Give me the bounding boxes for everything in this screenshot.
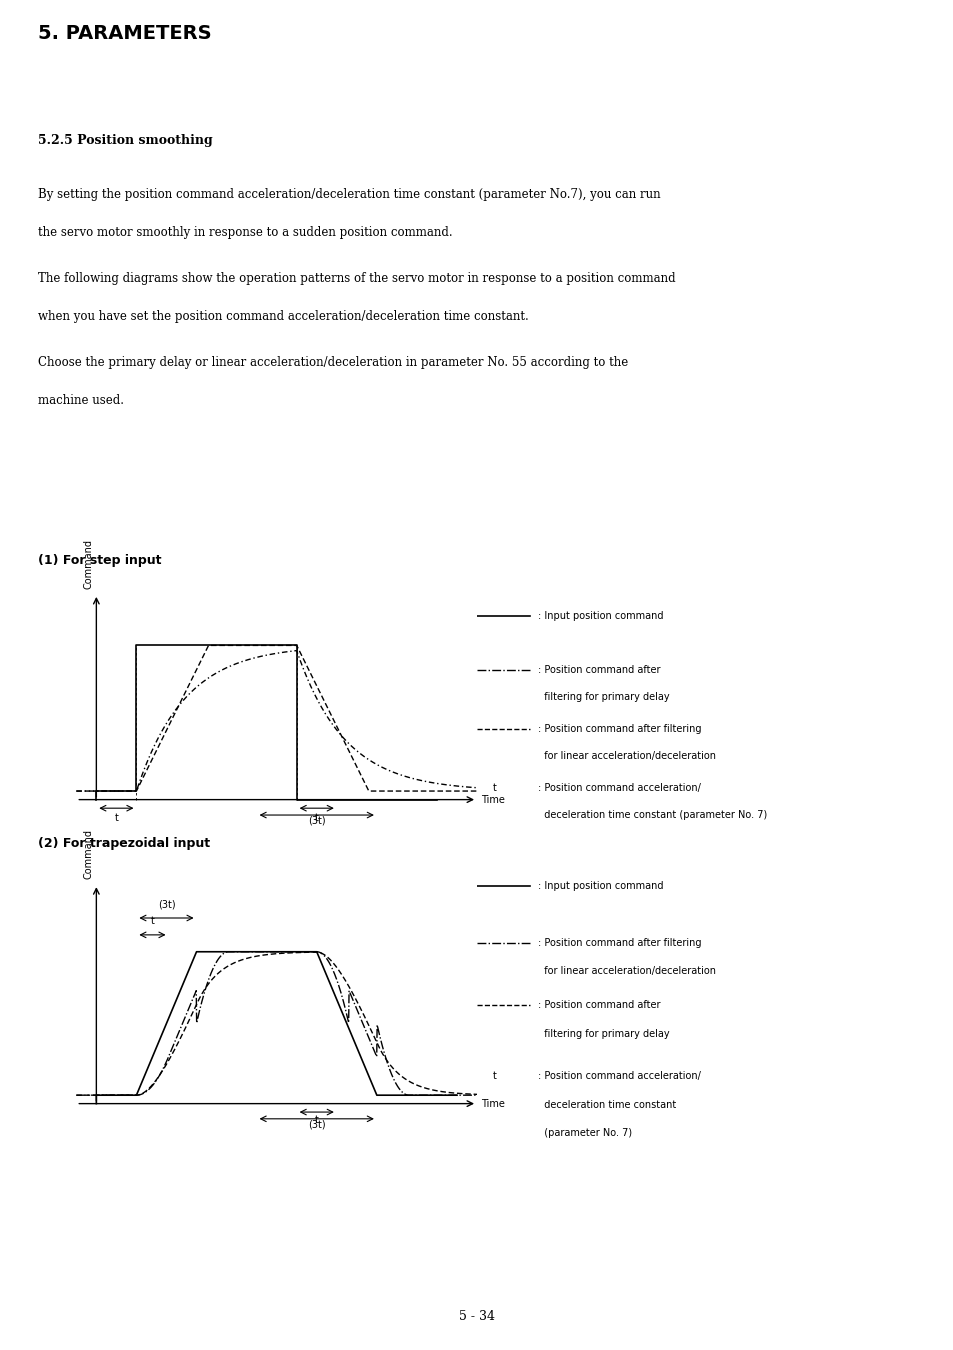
Text: Time: Time bbox=[480, 1099, 504, 1108]
Text: the servo motor smoothly in response to a sudden position command.: the servo motor smoothly in response to … bbox=[38, 227, 453, 239]
Text: 5.2.5 Position smoothing: 5.2.5 Position smoothing bbox=[38, 134, 213, 147]
Text: for linear acceleration/deceleration: for linear acceleration/deceleration bbox=[537, 751, 716, 761]
Text: t: t bbox=[114, 813, 118, 823]
Text: (3t): (3t) bbox=[308, 815, 325, 826]
Text: (1) For step input: (1) For step input bbox=[38, 554, 161, 567]
Text: when you have set the position command acceleration/deceleration time constant.: when you have set the position command a… bbox=[38, 310, 528, 323]
Text: : Position command after filtering: : Position command after filtering bbox=[537, 724, 701, 734]
Text: filtering for primary delay: filtering for primary delay bbox=[537, 691, 669, 702]
Text: Choose the primary delay or linear acceleration/deceleration in parameter No. 55: Choose the primary delay or linear accel… bbox=[38, 356, 628, 369]
Text: Command: Command bbox=[83, 539, 93, 589]
Text: 5. PARAMETERS: 5. PARAMETERS bbox=[38, 24, 212, 43]
Text: t: t bbox=[492, 783, 496, 794]
Text: : Position command acceleration/: : Position command acceleration/ bbox=[537, 1071, 700, 1081]
Text: The following diagrams show the operation patterns of the servo motor in respons: The following diagrams show the operatio… bbox=[38, 273, 675, 285]
Text: : Input position command: : Input position command bbox=[537, 610, 663, 621]
Text: : Position command after: : Position command after bbox=[537, 1000, 660, 1010]
Text: (2) For trapezoidal input: (2) For trapezoidal input bbox=[38, 837, 210, 850]
Text: t: t bbox=[492, 1071, 496, 1081]
Text: deceleration time constant: deceleration time constant bbox=[537, 1099, 676, 1110]
Text: : Position command after filtering: : Position command after filtering bbox=[537, 938, 701, 948]
Text: : Input position command: : Input position command bbox=[537, 882, 663, 891]
Text: (3t): (3t) bbox=[157, 899, 175, 910]
Text: t: t bbox=[314, 813, 318, 823]
Text: : Position command after: : Position command after bbox=[537, 664, 660, 675]
Text: for linear acceleration/deceleration: for linear acceleration/deceleration bbox=[537, 967, 716, 976]
Text: filtering for primary delay: filtering for primary delay bbox=[537, 1029, 669, 1038]
Text: Time: Time bbox=[480, 795, 504, 805]
Text: t: t bbox=[314, 1115, 318, 1126]
Text: (parameter No. 7): (parameter No. 7) bbox=[537, 1127, 632, 1138]
Text: Command: Command bbox=[83, 829, 93, 879]
Text: : Position command acceleration/: : Position command acceleration/ bbox=[537, 783, 700, 794]
Text: machine used.: machine used. bbox=[38, 394, 124, 406]
Text: deceleration time constant (parameter No. 7): deceleration time constant (parameter No… bbox=[537, 810, 767, 821]
Text: 5 - 34: 5 - 34 bbox=[458, 1310, 495, 1323]
Text: t: t bbox=[151, 917, 154, 926]
Text: (3t): (3t) bbox=[308, 1119, 325, 1130]
Text: By setting the position command acceleration/deceleration time constant (paramet: By setting the position command accelera… bbox=[38, 189, 660, 201]
